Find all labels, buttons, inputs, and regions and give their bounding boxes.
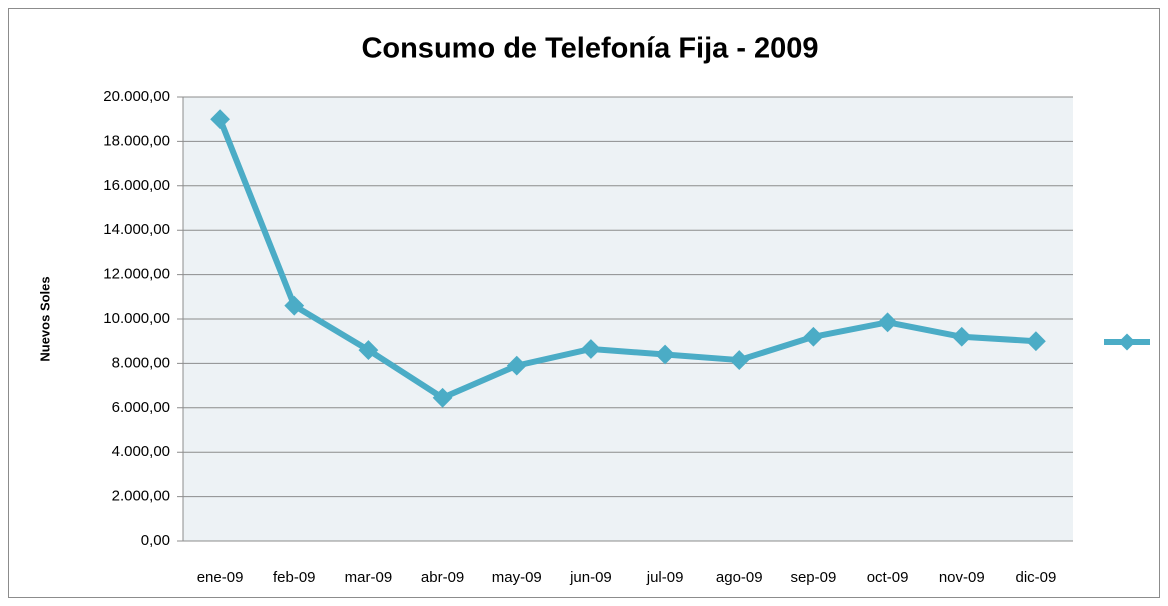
data-point bbox=[432, 387, 453, 408]
y-tick-label: 0,00 bbox=[141, 532, 170, 549]
series-line bbox=[217, 118, 1037, 401]
data-point bbox=[655, 344, 675, 365]
data-point bbox=[877, 312, 898, 333]
y-tick-label: 2.000,00 bbox=[112, 488, 170, 505]
y-tick-label: 4.000,00 bbox=[112, 443, 170, 460]
y-tick-label: 10.000,00 bbox=[103, 310, 170, 327]
y-axis-label: Nuevos Soles bbox=[37, 276, 52, 361]
y-tick-label: 16.000,00 bbox=[103, 177, 170, 194]
y-tick-label: 12.000,00 bbox=[103, 266, 170, 283]
y-tick-label: 20.000,00 bbox=[103, 88, 170, 105]
x-tick-label: sep-09 bbox=[790, 569, 836, 586]
y-tick-label: 6.000,00 bbox=[112, 399, 170, 416]
data-point bbox=[1026, 331, 1046, 352]
x-tick-label: ago-09 bbox=[716, 569, 763, 586]
data-point bbox=[284, 295, 305, 316]
data-point bbox=[210, 109, 230, 130]
data-point bbox=[803, 326, 824, 347]
data-point bbox=[951, 326, 972, 347]
x-tick-label: feb-09 bbox=[273, 569, 316, 586]
x-tick-label: abr-09 bbox=[421, 569, 464, 586]
x-tick-label: may-09 bbox=[492, 569, 542, 586]
data-point bbox=[581, 339, 601, 359]
data-point bbox=[506, 355, 527, 376]
x-tick-label: jun-09 bbox=[569, 569, 612, 586]
y-tick-label: 8.000,00 bbox=[112, 354, 170, 371]
chart-title: Consumo de Telefonía Fija - 2009 bbox=[361, 33, 818, 65]
x-tick-label: ene-09 bbox=[197, 569, 244, 586]
y-tick-label: 14.000,00 bbox=[103, 221, 170, 238]
data-point bbox=[358, 340, 379, 360]
y-tick-label: 18.000,00 bbox=[103, 132, 170, 149]
x-tick-label: nov-09 bbox=[939, 569, 985, 586]
x-tick-label: oct-09 bbox=[867, 569, 909, 586]
x-tick-label: dic-09 bbox=[1015, 569, 1056, 586]
data-point bbox=[729, 350, 750, 370]
x-tick-label: mar-09 bbox=[345, 569, 393, 586]
x-tick-label: jul-09 bbox=[646, 569, 684, 586]
